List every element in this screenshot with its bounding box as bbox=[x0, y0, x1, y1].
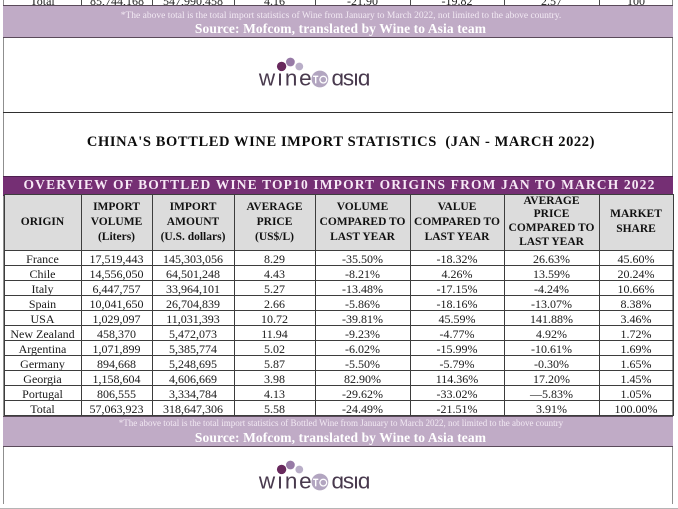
svg-text:ɑsıɑ: ɑsıɑ bbox=[332, 468, 370, 493]
svg-text:wıne: wıne bbox=[258, 468, 314, 493]
svg-text:ɑsıɑ: ɑsıɑ bbox=[332, 66, 370, 91]
svg-text:wıne: wıne bbox=[258, 66, 314, 91]
